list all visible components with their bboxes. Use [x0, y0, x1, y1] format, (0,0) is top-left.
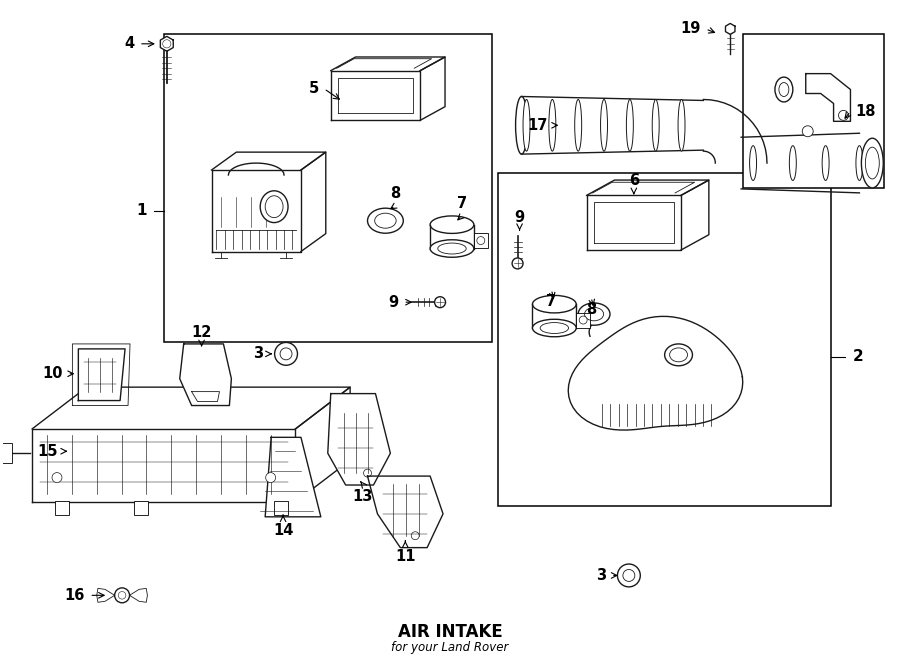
Text: 2: 2 [852, 350, 863, 364]
Polygon shape [295, 387, 350, 502]
Polygon shape [367, 476, 443, 547]
Text: 15: 15 [37, 444, 58, 459]
Polygon shape [328, 394, 391, 485]
Ellipse shape [430, 216, 473, 234]
Ellipse shape [775, 77, 793, 102]
Ellipse shape [600, 99, 608, 151]
Circle shape [623, 569, 634, 581]
Polygon shape [32, 429, 295, 502]
Polygon shape [32, 387, 350, 429]
Text: 6: 6 [629, 173, 639, 188]
Ellipse shape [861, 138, 883, 188]
Ellipse shape [652, 99, 659, 151]
Text: 9: 9 [515, 210, 525, 224]
Text: AIR INTAKE: AIR INTAKE [398, 623, 502, 641]
Circle shape [580, 316, 587, 324]
Bar [55, 501, 69, 515]
Text: 4: 4 [124, 36, 134, 52]
Text: 17: 17 [527, 118, 547, 133]
Polygon shape [180, 344, 231, 406]
Bar [498, 173, 831, 506]
Circle shape [477, 236, 485, 244]
Polygon shape [725, 23, 735, 34]
Circle shape [114, 588, 130, 603]
Ellipse shape [549, 99, 556, 151]
Text: 8: 8 [586, 302, 596, 317]
Polygon shape [78, 349, 125, 401]
Ellipse shape [533, 295, 576, 313]
Ellipse shape [678, 99, 685, 151]
Text: 18: 18 [855, 104, 876, 119]
Text: 5: 5 [309, 81, 319, 96]
Polygon shape [130, 589, 148, 602]
Text: 3: 3 [253, 346, 263, 361]
Bar [134, 501, 148, 515]
Text: 16: 16 [64, 588, 85, 603]
Ellipse shape [533, 319, 576, 337]
Text: 7: 7 [546, 294, 556, 309]
Ellipse shape [578, 303, 610, 325]
Ellipse shape [523, 99, 530, 151]
Bar [0, 444, 13, 463]
Circle shape [52, 473, 62, 483]
Polygon shape [806, 73, 850, 121]
Text: 3: 3 [596, 568, 606, 583]
Polygon shape [96, 589, 114, 602]
Circle shape [435, 297, 446, 308]
Text: 11: 11 [395, 549, 416, 563]
Bar [274, 501, 287, 515]
Circle shape [617, 564, 640, 587]
Circle shape [802, 126, 814, 137]
Circle shape [512, 258, 523, 269]
Ellipse shape [664, 344, 692, 366]
Polygon shape [266, 438, 320, 517]
Polygon shape [160, 36, 173, 51]
Text: 10: 10 [42, 366, 62, 381]
Ellipse shape [260, 191, 288, 222]
Text: 14: 14 [273, 523, 293, 538]
Bar [164, 34, 491, 342]
Bar [576, 312, 590, 328]
Text: 1: 1 [137, 203, 147, 218]
Ellipse shape [856, 146, 863, 181]
Text: 7: 7 [457, 196, 467, 211]
Circle shape [274, 342, 298, 365]
Ellipse shape [516, 97, 527, 154]
Text: 13: 13 [353, 489, 373, 504]
Text: 9: 9 [388, 295, 399, 310]
Ellipse shape [822, 146, 829, 181]
Ellipse shape [626, 99, 634, 151]
Text: for your Land Rover: for your Land Rover [392, 641, 508, 655]
Circle shape [839, 111, 849, 120]
Text: 19: 19 [680, 21, 700, 36]
Ellipse shape [750, 146, 757, 181]
Text: 12: 12 [192, 325, 211, 340]
Bar [743, 34, 884, 188]
Bar [473, 233, 488, 248]
Ellipse shape [575, 99, 581, 151]
Text: 8: 8 [391, 186, 401, 201]
Ellipse shape [367, 208, 403, 233]
Circle shape [266, 473, 275, 483]
Ellipse shape [430, 240, 473, 258]
Ellipse shape [789, 146, 796, 181]
Polygon shape [568, 316, 742, 430]
Circle shape [280, 348, 292, 360]
